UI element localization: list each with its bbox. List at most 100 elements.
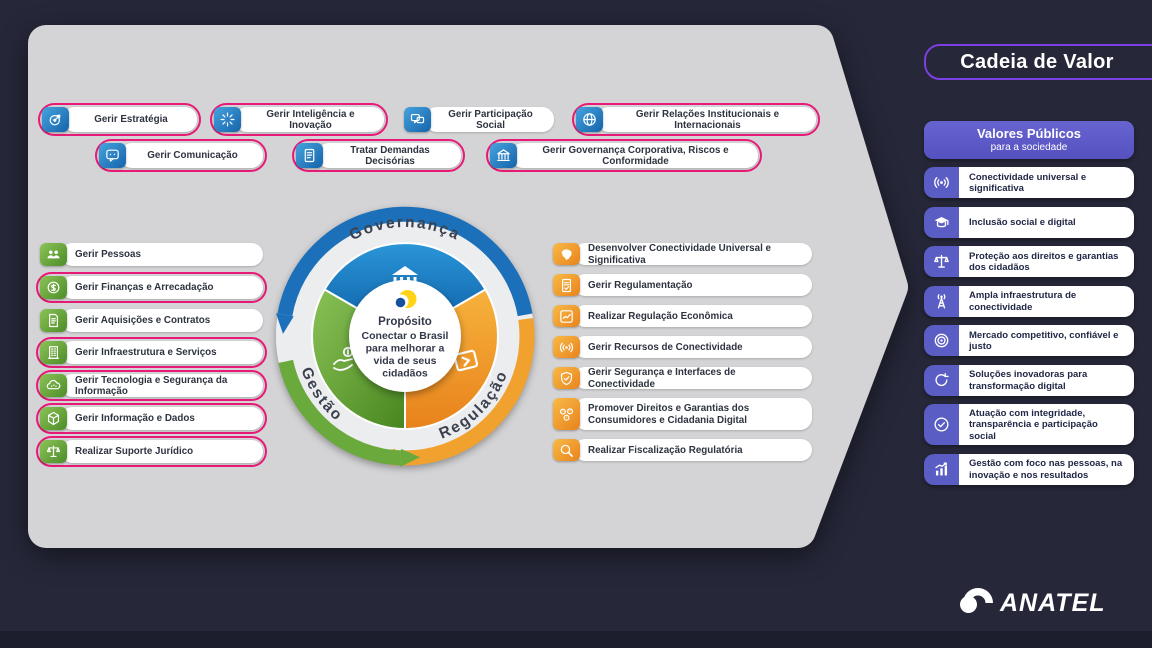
cloud-icon: [46, 379, 61, 390]
refresh-icon-badge: [924, 364, 959, 396]
process-label: Gerir Estratégia: [63, 107, 197, 132]
value-item-label: Mercado competitivo, confiável e justo: [959, 325, 1134, 356]
doc-send-icon: [453, 349, 479, 372]
refresh-icon: [935, 372, 949, 386]
scales-icon: [934, 254, 949, 268]
process-box-target: Gerir Estratégia: [38, 103, 201, 136]
target-icon: [49, 114, 61, 126]
value-item-label: Proteção aos direitos e garantias dos ci…: [959, 246, 1134, 277]
process-box-chat: Gerir Comunicação: [95, 139, 267, 172]
svg-text:Propósito: Propósito: [378, 316, 432, 328]
svg-text:vida de seus: vida de seus: [373, 355, 436, 367]
process-box-innovation: Gerir Inteligência e Inovação: [210, 103, 388, 136]
process-label: Realizar Fiscalização Regulatória: [574, 439, 812, 461]
building-icon-badge: [40, 341, 67, 364]
bottom-strip: [0, 631, 1152, 648]
anatel-logo: ANATEL: [960, 588, 1106, 617]
bar-chart-icon-badge: [924, 453, 959, 485]
value-item-broadcast: Conectividade universal e significativa: [924, 167, 1134, 198]
chat-icon: [106, 149, 119, 162]
process-label: Gerir Finanças e Arrecadação: [61, 276, 263, 299]
anatel-ball-icon: [960, 596, 977, 613]
process-box-broadcast: Gerir Recursos de Conectividade: [549, 332, 816, 362]
doc-check-icon-badge: [553, 274, 580, 296]
cycle-diagram: Governança Gestão Regulação Propósito Co…: [276, 206, 535, 467]
value-item-label: Inclusão social e digital: [959, 206, 1134, 238]
process-label: Gerir Regulamentação: [574, 274, 812, 296]
bar-chart-icon: [935, 462, 948, 476]
svg-text:para melhorar a: para melhorar a: [366, 343, 445, 355]
process-label: Tratar Demandas Decisórias: [317, 143, 461, 168]
process-label: Gerir Participação Social: [425, 107, 554, 132]
public-values-list: Conectividade universal e significativa I…: [924, 167, 1134, 485]
market-target-icon: [934, 333, 949, 348]
cycle-ring: [276, 207, 534, 465]
value-item-label: Soluções inovadoras para transformação d…: [959, 364, 1134, 396]
cloud-icon-badge: [40, 374, 67, 397]
chat-icon-badge: [99, 143, 126, 168]
process-box-contract: Gerir Aquisições e Contratos: [36, 305, 267, 336]
process-label: Realizar Regulação Econômica: [574, 305, 812, 327]
process-label: Gerir Relações Institucionais e Internac…: [597, 107, 816, 132]
social-chat-icon: [410, 113, 425, 124]
process-box-building: Gerir Infraestrutura e Serviços: [36, 337, 267, 368]
check-circle-icon-badge: [924, 404, 959, 446]
building-icon: [47, 346, 60, 359]
graduation-cap-icon-badge: [924, 206, 959, 238]
shield-check-icon: [560, 371, 573, 385]
tower-icon: [937, 293, 946, 309]
process-box-consumers: Promover Direitos e Garantias dos Consum…: [549, 394, 816, 434]
contract-icon: [49, 313, 58, 328]
bank-icon: [497, 149, 510, 162]
document-icon-badge: [296, 143, 323, 168]
process-box-magnifier: Realizar Fiscalização Regulatória: [549, 435, 816, 465]
magnifier-icon: [560, 444, 573, 457]
market-target-icon-badge: [924, 325, 959, 356]
value-item-market-target: Mercado competitivo, confiável e justo: [924, 325, 1134, 356]
svg-text:cidadãos: cidadãos: [382, 368, 428, 380]
public-values-line2: para a sociedade: [990, 141, 1068, 153]
process-label: Gerir Informação e Dados: [61, 407, 263, 430]
people-icon: [47, 250, 60, 259]
consumers-icon-badge: [553, 398, 580, 430]
cube-icon: [47, 411, 60, 426]
map-brazil-icon-badge: [553, 243, 580, 265]
anatel-logo-text: ANATEL: [999, 589, 1106, 617]
process-label: Gerir Governança Corporativa, Riscos e C…: [511, 143, 758, 168]
value-item-tower: Ampla infraestrutura de conectividade: [924, 285, 1134, 317]
process-box-social-chat: Gerir Participação Social: [400, 103, 558, 136]
chart-line-icon: [560, 309, 573, 323]
process-box-cube: Gerir Informação e Dados: [36, 403, 267, 434]
broadcast-icon: [934, 177, 949, 188]
innovation-icon: [220, 112, 235, 127]
coin-icon-badge: [40, 276, 67, 299]
shield-check-icon-badge: [553, 367, 580, 389]
process-box-doc-check: Gerir Regulamentação: [549, 270, 816, 300]
target-icon-badge: [42, 107, 69, 132]
magnifier-icon-badge: [553, 439, 580, 461]
svg-text:Conectar o Brasil: Conectar o Brasil: [362, 330, 449, 342]
purpose-text: Propósito Conectar o Brasil para melhora…: [362, 316, 449, 380]
process-box-scales: Realizar Suporte Jurídico: [36, 436, 267, 467]
broadcast-icon: [559, 342, 574, 352]
check-circle-icon: [934, 417, 949, 432]
value-item-label: Gestão com foco nas pessoas, na inovação…: [959, 453, 1134, 485]
value-item-bar-chart: Gestão com foco nas pessoas, na inovação…: [924, 453, 1134, 485]
process-label: Gerir Infraestrutura e Serviços: [61, 341, 263, 364]
chart-line-icon-badge: [553, 305, 580, 327]
cycle-flow-arcs: [276, 206, 535, 467]
value-item-label: Atuação com integridade, transparência e…: [959, 404, 1134, 446]
innovation-icon-badge: [214, 107, 241, 132]
public-values-line1: Valores Públicos: [976, 126, 1082, 142]
process-box-bank: Gerir Governança Corporativa, Riscos e C…: [486, 139, 762, 172]
process-label: Gerir Comunicação: [120, 143, 263, 168]
map-brazil-icon: [561, 248, 572, 260]
anatel-mark-icon: [394, 290, 417, 309]
graduation-cap-icon: [934, 216, 949, 227]
process-box-shield-check: Gerir Segurança e Interfaces de Conectiv…: [549, 363, 816, 393]
process-label: Gerir Inteligência e Inovação: [235, 107, 384, 132]
scales-icon-badge: [924, 246, 959, 277]
bank-icon-badge: [490, 143, 517, 168]
process-label: Gerir Pessoas: [61, 243, 263, 266]
